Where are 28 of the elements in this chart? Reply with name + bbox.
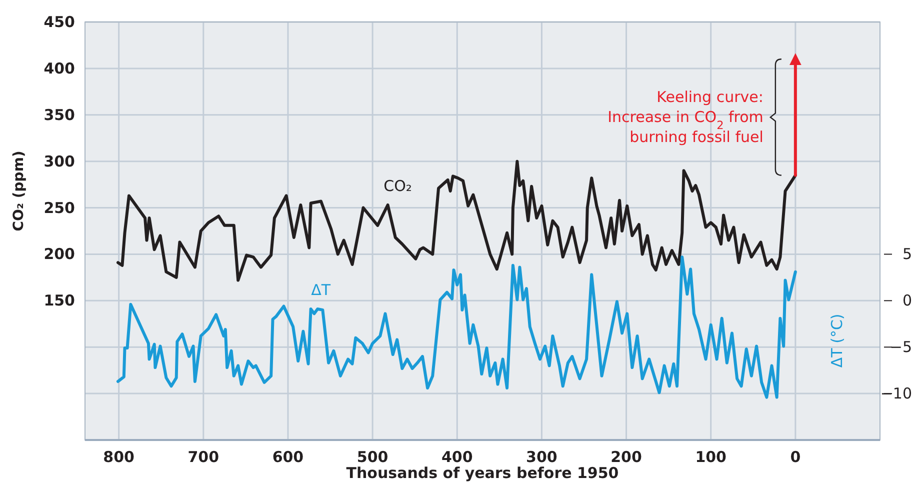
x-tick-label: 600 <box>272 448 304 466</box>
y-tick-label: 450 <box>44 13 75 31</box>
x-tick-label: 800 <box>103 448 134 466</box>
y-tick-label: 300 <box>44 152 75 170</box>
y2-tick-label: −5 <box>890 338 912 356</box>
series-label: ΔT <box>311 281 332 300</box>
annotation: Keeling curve: Increase in CO$_{2}$ from burning fossil fuel <box>608 88 764 146</box>
x-tick-label: 500 <box>356 448 388 466</box>
y2-tick-label: 0 <box>902 292 912 310</box>
y2-axis-title: ΔT (°C) <box>828 314 846 368</box>
series-label: CO₂ <box>384 176 412 195</box>
x-tick-label: 100 <box>695 448 727 466</box>
y-tick-label: 150 <box>44 292 75 310</box>
x-tick-label: 0 <box>790 448 801 466</box>
y2-tick-label: −10 <box>880 384 912 403</box>
line-series <box>116 160 797 282</box>
y-axis-title: CO₂ (ppm) <box>11 150 27 232</box>
x-tick-label: 400 <box>441 448 473 466</box>
x-tick-label: 300 <box>526 448 558 466</box>
line-series <box>116 256 797 399</box>
y-tick-label: 200 <box>44 245 75 264</box>
x-tick-label: 200 <box>610 448 642 466</box>
x-tick-label: 700 <box>188 448 220 466</box>
y-tick-label: 250 <box>44 198 75 217</box>
y2-tick-label: 5 <box>902 245 912 264</box>
y-tick-label: 400 <box>44 59 75 78</box>
x-axis-title: Thousands of years before 1950 <box>346 464 619 482</box>
y-tick-label: 350 <box>44 106 75 124</box>
